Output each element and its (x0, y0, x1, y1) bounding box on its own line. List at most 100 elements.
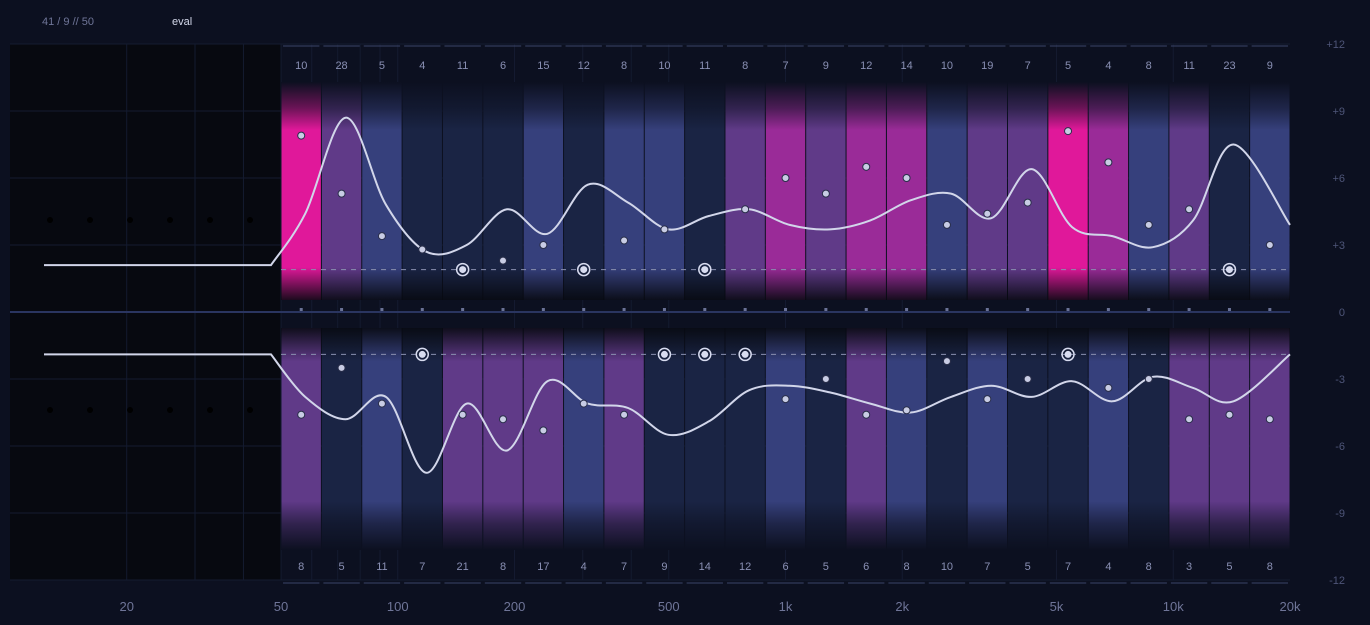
bottom-count-7: 4 (581, 561, 587, 573)
top-marker-10[interactable] (701, 266, 709, 274)
y-tick-label: -9 (1335, 508, 1345, 520)
top-count-17: 19 (981, 60, 993, 72)
zero-tick (340, 308, 344, 311)
left-dot (167, 407, 173, 413)
top-point-0[interactable] (297, 131, 306, 140)
top-count-19: 5 (1065, 60, 1071, 72)
bottom-count-14: 6 (863, 561, 869, 573)
bottom-point-12[interactable] (781, 395, 790, 404)
top-point-12[interactable] (781, 174, 790, 182)
bottom-point-6[interactable] (539, 426, 548, 435)
top-point-15[interactable] (902, 174, 911, 182)
top-point-5[interactable] (499, 256, 508, 265)
top-point-14[interactable] (862, 162, 871, 171)
bottom-count-9: 9 (661, 561, 667, 573)
top-point-8[interactable] (620, 236, 629, 245)
left-dot (47, 217, 53, 223)
left-dot (207, 217, 213, 223)
zero-tick (1106, 308, 1110, 311)
y-tick-label: +3 (1332, 240, 1345, 252)
bottom-count-13: 5 (823, 561, 829, 573)
top-point-1[interactable] (337, 189, 346, 198)
bottom-marker-9[interactable] (660, 350, 668, 358)
top-count-5: 6 (500, 60, 506, 72)
zero-tick (1187, 308, 1191, 311)
band-brackets (283, 45, 1288, 584)
top-point-24[interactable] (1265, 241, 1274, 249)
bottom-point-5[interactable] (499, 415, 508, 424)
top-response-curve (44, 116, 1291, 267)
y-tick-label: -3 (1335, 374, 1345, 386)
zero-tick (784, 308, 788, 311)
top-point-18[interactable] (1023, 198, 1032, 207)
bottom-marker-19[interactable] (1064, 350, 1072, 358)
left-dot (247, 407, 253, 413)
top-point-2[interactable] (377, 232, 386, 241)
top-point-6[interactable] (539, 241, 548, 249)
x-tick-label: 20 (119, 599, 133, 614)
zero-tick (1066, 308, 1070, 311)
bottom-marker-ring[interactable] (657, 347, 672, 362)
top-marker-ring[interactable] (455, 262, 470, 277)
top-point-19[interactable] (1064, 127, 1073, 136)
top-point-13[interactable] (821, 189, 830, 198)
bottom-marker-10[interactable] (701, 350, 709, 358)
top-point-11[interactable] (741, 205, 750, 214)
zero-tick (864, 308, 868, 311)
left-dot (127, 217, 133, 223)
zero-tick (622, 308, 626, 311)
bottom-count-16: 10 (941, 561, 953, 573)
zero-tick (1026, 308, 1030, 311)
bottom-point-8[interactable] (620, 410, 629, 419)
top-marker-ring[interactable] (576, 262, 591, 277)
top-band-fade (281, 82, 1291, 300)
bottom-marker-11[interactable] (741, 350, 749, 358)
top-marker-ring[interactable] (1222, 262, 1237, 277)
bottom-point-7[interactable] (579, 399, 588, 408)
bottom-point-13[interactable] (821, 375, 830, 383)
top-point-21[interactable] (1144, 220, 1153, 229)
bottom-marker-3[interactable] (418, 350, 426, 358)
top-marker-ring[interactable] (698, 262, 712, 277)
bottom-count-17: 7 (984, 561, 990, 573)
bottom-point-23[interactable] (1225, 410, 1234, 419)
bottom-point-0[interactable] (297, 410, 306, 419)
bottom-point-17[interactable] (983, 395, 992, 404)
top-point-20[interactable] (1104, 158, 1113, 167)
data-points (297, 127, 1274, 435)
bottom-point-21[interactable] (1144, 375, 1153, 383)
top-point-22[interactable] (1185, 205, 1194, 214)
top-point-3[interactable] (418, 245, 427, 254)
bottom-marker-ring[interactable] (415, 347, 430, 362)
bottom-point-2[interactable] (377, 399, 386, 408)
mode-label[interactable]: eval (172, 16, 193, 28)
bottom-point-14[interactable] (862, 410, 871, 419)
bottom-point-16[interactable] (942, 357, 951, 366)
bottom-marker-ring[interactable] (698, 347, 712, 362)
top-marker-7[interactable] (580, 266, 588, 274)
top-count-4: 11 (457, 60, 468, 72)
bottom-point-15[interactable] (902, 406, 911, 415)
bottom-point-20[interactable] (1104, 383, 1113, 392)
top-marker-23[interactable] (1225, 266, 1233, 274)
top-point-16[interactable] (942, 220, 951, 229)
top-point-17[interactable] (983, 209, 992, 218)
bottom-point-1[interactable] (337, 363, 346, 372)
bottom-point-18[interactable] (1023, 375, 1032, 383)
y-axis-labels: +12 +9 +6 +3 0 -3 -6 -9 -12 (1326, 39, 1345, 587)
bottom-point-4[interactable] (458, 410, 467, 419)
x-tick-label: 100 (387, 599, 409, 614)
bottom-marker-ring[interactable] (1061, 347, 1075, 362)
bottom-point-22[interactable] (1185, 415, 1194, 424)
top-marker-4[interactable] (459, 266, 467, 274)
bottom-marker-ring[interactable] (738, 347, 752, 362)
top-point-9[interactable] (660, 225, 669, 234)
zero-tick (1147, 308, 1151, 311)
top-count-24: 9 (1267, 60, 1273, 72)
bottom-point-24[interactable] (1265, 415, 1274, 424)
left-dot (87, 407, 93, 413)
top-count-20: 4 (1105, 60, 1111, 72)
top-count-2: 5 (379, 60, 385, 72)
